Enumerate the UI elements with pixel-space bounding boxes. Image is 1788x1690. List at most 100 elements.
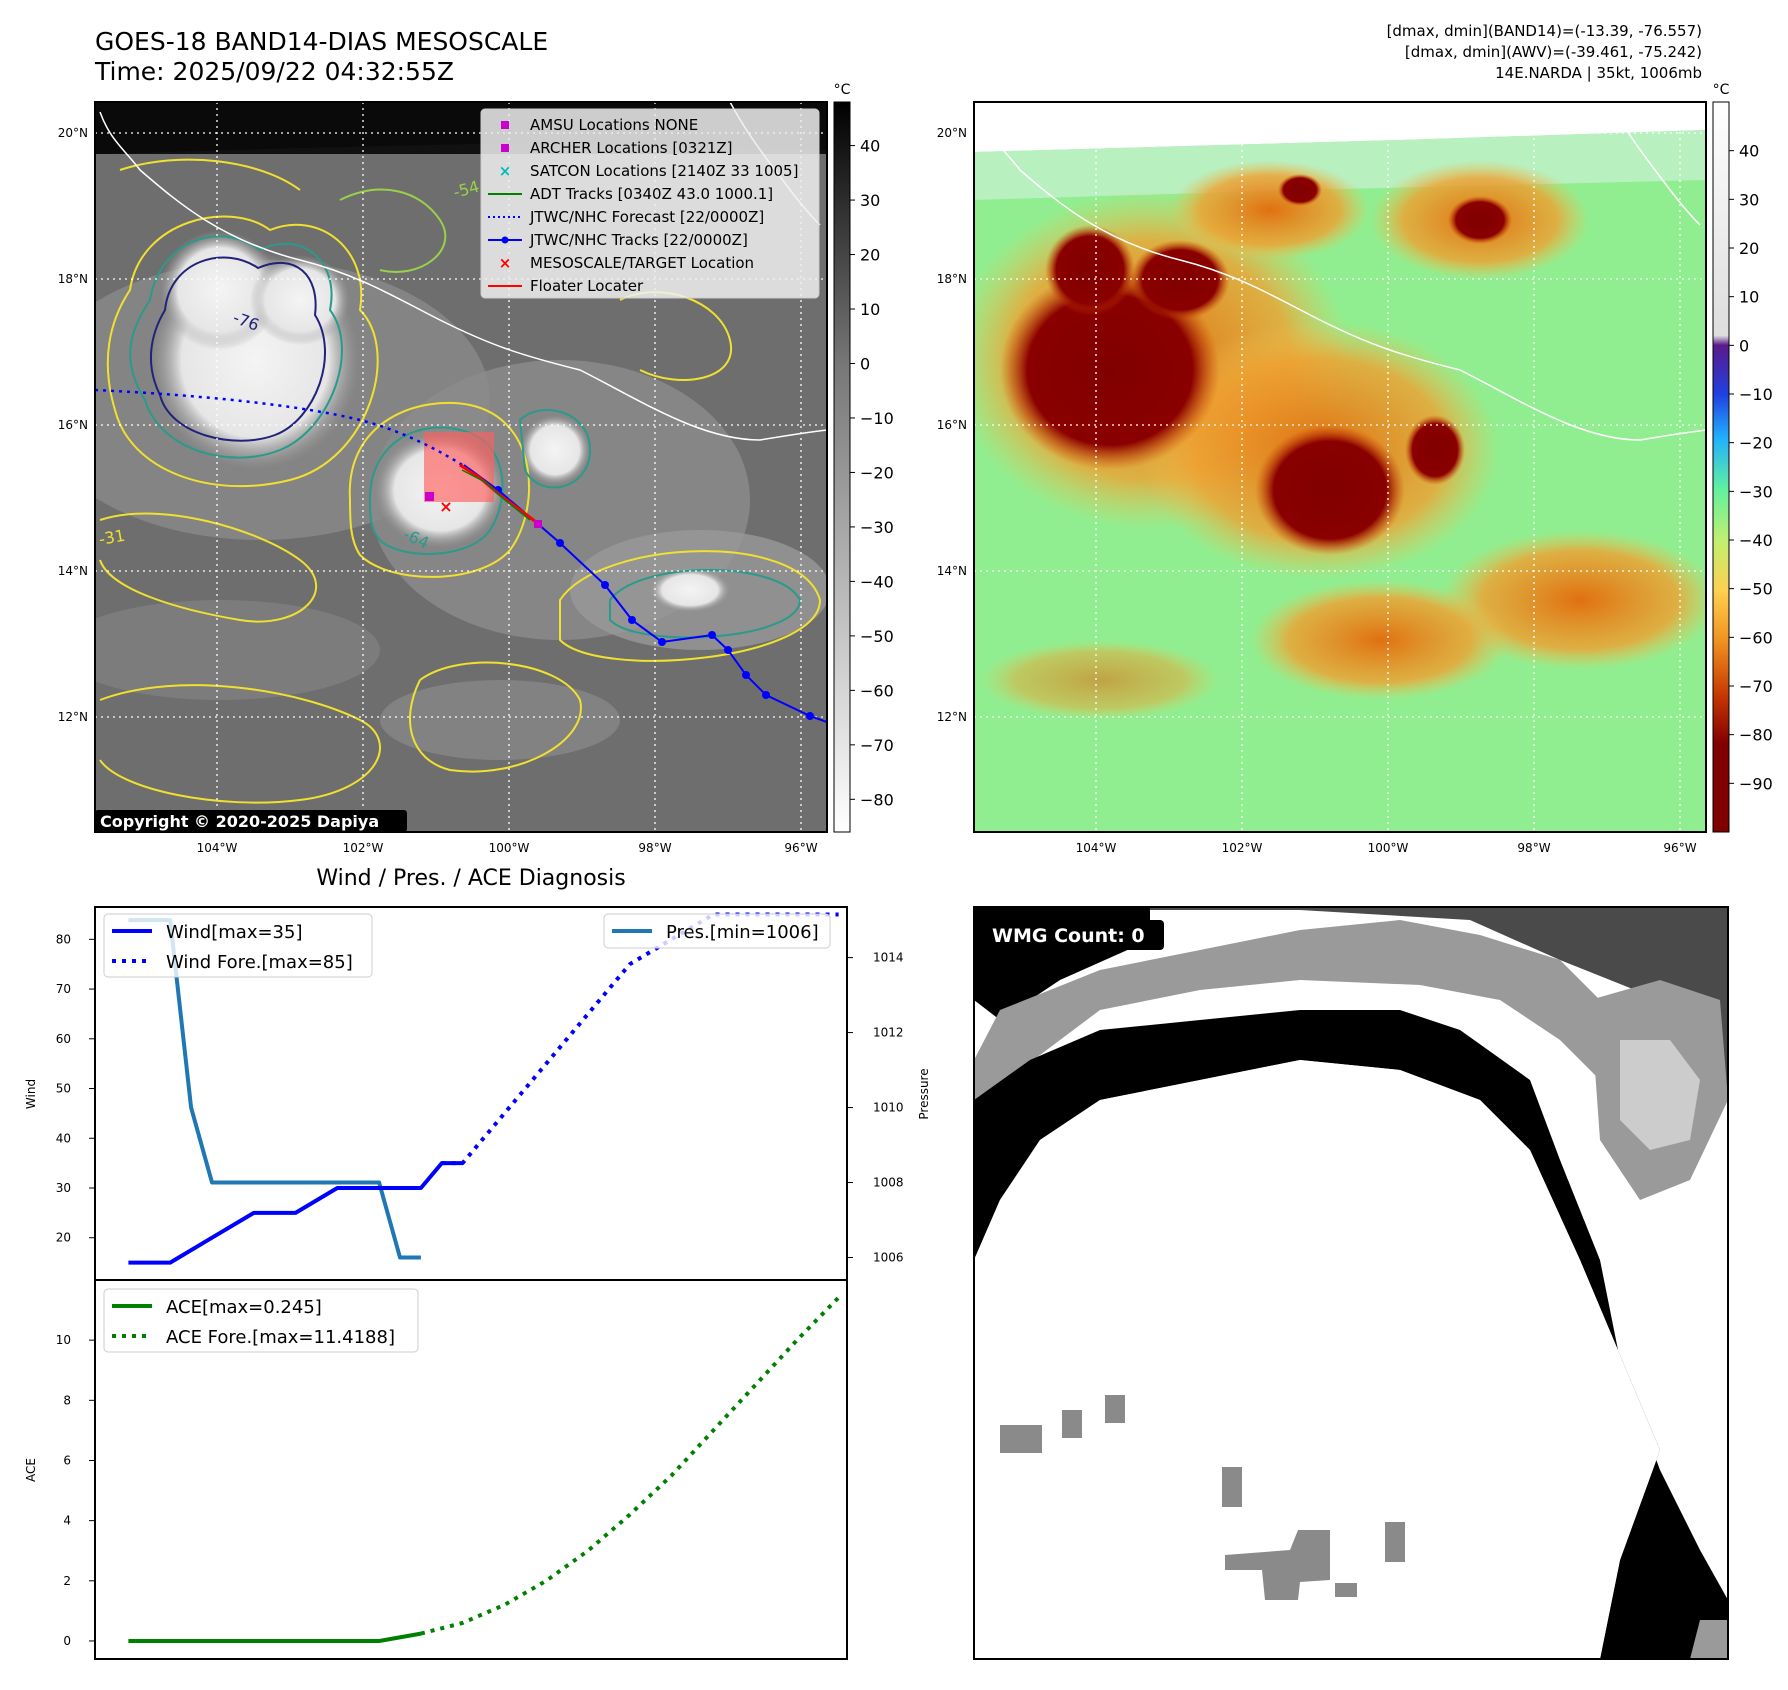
pressure-ytick-label: 1010 bbox=[873, 1101, 904, 1115]
colorbar-tick-label: 40 bbox=[1739, 142, 1759, 161]
legend-map-entry: JTWC/NHC Forecast [22/0000Z] bbox=[488, 208, 764, 226]
lat-tick-label: 12°N bbox=[937, 710, 967, 724]
ace-ytick-label: 4 bbox=[63, 1514, 71, 1528]
ace-legend: ACE[max=0.245] ACE Fore.[max=11.4188] bbox=[103, 1288, 419, 1353]
chart-title-line2: Time: 2025/09/22 04:32:55Z bbox=[95, 57, 454, 86]
colorbar-tick-label: −60 bbox=[860, 681, 894, 700]
colorbar-tick-label: −60 bbox=[1739, 628, 1773, 647]
colorbar-tick-label: −90 bbox=[1739, 774, 1773, 793]
legend-map-label: MESOSCALE/TARGET Location bbox=[530, 254, 754, 272]
colorbar-tick-label: −80 bbox=[860, 790, 894, 809]
colorbar-tick-label: −10 bbox=[860, 409, 894, 428]
legend-x-marker: × bbox=[499, 254, 512, 272]
colorbar-tick-label: −10 bbox=[1739, 385, 1773, 404]
ace-plot: 0 2 4 6 8 10 ACE ACE[max=0.245] ACE Fore.[max… bbox=[24, 1279, 848, 1660]
lon-tick-label: 96°W bbox=[1663, 841, 1696, 855]
info-line-storm: 14E.NARDA | 35kt, 1006mb bbox=[1495, 64, 1702, 82]
colorbar-tick-label: −30 bbox=[860, 518, 894, 537]
info-line-awv: [dmax, dmin](AWV)=(-39.461, -75.242) bbox=[1404, 43, 1702, 61]
legend-map-entry: ADT Tracks [0340Z 43.0 1000.1] bbox=[488, 185, 773, 203]
wind-ytick-label: 40 bbox=[56, 1131, 71, 1145]
colorbar-tick-label: −50 bbox=[860, 627, 894, 646]
ace-axis-label: ACE bbox=[24, 1458, 38, 1482]
legend-map-label: ADT Tracks [0340Z 43.0 1000.1] bbox=[530, 185, 773, 203]
wind-ytick-label: 20 bbox=[56, 1231, 71, 1245]
legend-map-label: Floater Locater bbox=[530, 277, 644, 295]
legend-square-marker bbox=[501, 121, 509, 129]
lat-tick-label: 12°N bbox=[58, 710, 88, 724]
colorbar-tick-label: 30 bbox=[1739, 190, 1759, 209]
lon-tick-label: 96°W bbox=[784, 841, 817, 855]
colorbar-tick-label: 40 bbox=[860, 137, 880, 156]
lat-tick-label: 16°N bbox=[937, 418, 967, 432]
lon-tick-label: 98°W bbox=[1517, 841, 1550, 855]
colorbar-tick-label: 20 bbox=[1739, 239, 1759, 258]
ace-ytick-label: 6 bbox=[63, 1453, 71, 1467]
wind-legend: Wind[max=35] Wind Fore.[max=85] bbox=[103, 913, 373, 978]
lon-tick-label: 104°W bbox=[1076, 841, 1117, 855]
lat-tick-label: 14°N bbox=[937, 564, 967, 578]
lon-tick-label: 100°W bbox=[1368, 841, 1409, 855]
chart-title-line1: GOES-18 BAND14-DIAS MESOSCALE bbox=[95, 27, 549, 56]
map-legend: AMSU Locations NONE ARCHER Locations [032… bbox=[480, 108, 820, 299]
colorbar-tick-label: −30 bbox=[1739, 482, 1773, 501]
legend-map-entry: AMSU Locations NONE bbox=[501, 116, 698, 134]
wmg-panel: WMG Count: 0 bbox=[973, 906, 1729, 1660]
legend-square-marker bbox=[501, 144, 509, 152]
lat-tick-label: 18°N bbox=[58, 272, 88, 286]
legend-ace-forecast: ACE Fore.[max=11.4188] bbox=[166, 1327, 395, 1348]
diagnosis-title: Wind / Pres. / ACE Diagnosis bbox=[316, 866, 625, 891]
legend-pressure: Pres.[min=1006] bbox=[666, 922, 819, 943]
gray-colorbar: °C 40 30 20 10 0 −10 −20 −30 −40 −50 −60 −70 −80 bbox=[833, 82, 894, 833]
lon-tick-label: 100°W bbox=[489, 841, 530, 855]
colorbar-tick-label: 30 bbox=[860, 191, 880, 210]
lon-tick-label: 104°W bbox=[197, 841, 238, 855]
legend-map-label: JTWC/NHC Forecast [22/0000Z] bbox=[529, 208, 764, 226]
lat-tick-label: 14°N bbox=[58, 564, 88, 578]
colorbar-tick-label: −40 bbox=[860, 572, 894, 591]
colorbar-tick-label: 0 bbox=[860, 354, 870, 373]
lon-tick-label: 102°W bbox=[1222, 841, 1263, 855]
lat-tick-label: 16°N bbox=[58, 418, 88, 432]
wmg-count-label: WMG Count: 0 bbox=[992, 925, 1145, 947]
colorbar-tick-label: −40 bbox=[1739, 531, 1773, 550]
pressure-ytick-label: 1006 bbox=[873, 1251, 904, 1265]
ace-ytick-label: 10 bbox=[56, 1333, 71, 1347]
colorbar-tick-label: −80 bbox=[1739, 726, 1773, 745]
legend-wind: Wind[max=35] bbox=[166, 922, 303, 943]
legend-map-label: ARCHER Locations [0321Z] bbox=[530, 139, 733, 157]
wind-ytick-label: 50 bbox=[56, 1082, 71, 1096]
legend-dot-marker bbox=[501, 236, 509, 244]
wind-ytick-label: 60 bbox=[56, 1032, 71, 1046]
colorbar-tick-label: −70 bbox=[1739, 677, 1773, 696]
ace-line bbox=[128, 1631, 422, 1643]
colorbar-tick-label: 10 bbox=[1739, 288, 1759, 307]
wind-ytick-label: 80 bbox=[56, 932, 71, 946]
svg-text:×: × bbox=[439, 497, 452, 516]
copyright-label: Copyright © 2020-2025 Dapiya bbox=[100, 812, 379, 831]
colorbar-tick-label: −20 bbox=[860, 463, 894, 482]
pressure-axis-label: Pressure bbox=[917, 1068, 931, 1119]
color-map-panel: 20°N 18°N 16°N 14°N 12°N 104°W 102°W 100°W 98°W… bbox=[937, 101, 1707, 855]
wind-pressure-plot: 20 30 40 50 60 70 80 1006 1008 1010 1012 1014 Wind… bbox=[24, 906, 931, 1281]
ace-ytick-label: 8 bbox=[63, 1393, 71, 1407]
colorbar-tick-label: 20 bbox=[860, 246, 880, 265]
wind-ytick-label: 30 bbox=[56, 1181, 71, 1195]
pressure-ytick-label: 1014 bbox=[873, 951, 904, 965]
lon-tick-label: 102°W bbox=[343, 841, 384, 855]
lat-tick-label: 20°N bbox=[937, 126, 967, 140]
pressure-legend: Pres.[min=1006] bbox=[603, 913, 831, 949]
ace-ytick-label: 0 bbox=[63, 1634, 71, 1648]
legend-map-entry: ARCHER Locations [0321Z] bbox=[501, 139, 733, 157]
pressure-ytick-label: 1012 bbox=[873, 1026, 904, 1040]
ace-ytick-label: 2 bbox=[63, 1574, 71, 1588]
gray-colorbar-unit: °C bbox=[834, 82, 851, 98]
info-line-band14: [dmax, dmin](BAND14)=(-13.39, -76.557) bbox=[1386, 22, 1702, 40]
legend-map-entry: JTWC/NHC Tracks [22/0000Z] bbox=[488, 231, 748, 249]
contour-label-31: -31 bbox=[97, 526, 126, 549]
ace-forecast-line bbox=[420, 1296, 841, 1636]
colorbar-tick-label: −50 bbox=[1739, 580, 1773, 599]
color-colorbar-unit: °C bbox=[1713, 82, 1730, 98]
colorbar-tick-label: 0 bbox=[1739, 336, 1749, 355]
pressure-ytick-label: 1008 bbox=[873, 1176, 904, 1190]
